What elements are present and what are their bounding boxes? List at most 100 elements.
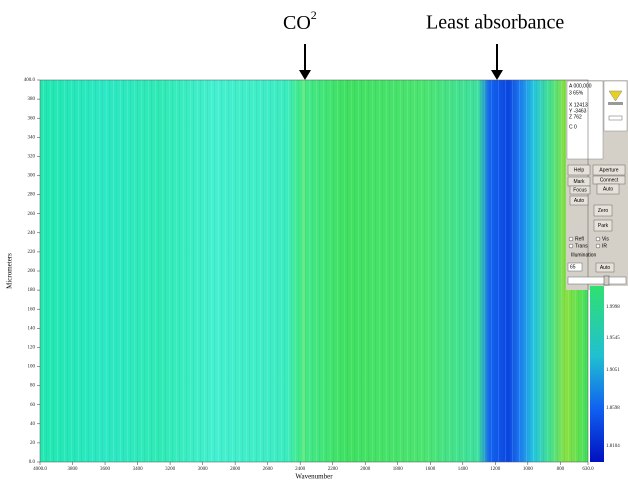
y-tick-label: 20 <box>30 441 36 446</box>
plot <box>40 80 588 462</box>
radio-label: Vis <box>602 236 609 242</box>
annotation: Least absorbance <box>426 12 564 34</box>
x-tick-label: 630.0 <box>582 467 594 472</box>
x-tick-label: 2200 <box>328 467 339 472</box>
annotation: CO2 <box>283 8 317 34</box>
y-tick-label: 0.0 <box>29 460 36 465</box>
annotation-text: CO <box>283 12 311 34</box>
slider-track[interactable] <box>567 276 627 285</box>
radio[interactable] <box>568 243 574 249</box>
x-tick-label: 1000 <box>523 467 534 472</box>
y-tick-label: 400.0 <box>24 78 36 83</box>
illumination-value: 65 <box>570 264 576 270</box>
radio-label: Refl <box>575 236 584 242</box>
button-label: Park <box>598 223 609 229</box>
button[interactable] <box>593 219 613 232</box>
radio-label: IR <box>602 243 607 249</box>
x-tick-label: 1800 <box>393 467 404 472</box>
colorbar-labels-bg <box>604 286 628 462</box>
y-tick-label: 260 <box>28 212 36 217</box>
button-label: Auto <box>574 198 585 204</box>
colorbar-tick-label: 1.9998 <box>606 305 620 310</box>
y-tick-label: 140 <box>28 326 36 331</box>
x-tick-label: 2400 <box>295 467 306 472</box>
y-tick-label: 360 <box>28 116 36 121</box>
readout-line: A 000,000 <box>569 83 592 89</box>
colorbar-tick-label: 1.8104 <box>606 444 620 449</box>
button-label: Mark <box>573 179 585 185</box>
annotations <box>299 44 503 80</box>
colorbar-tick-label: 1.8598 <box>606 406 620 411</box>
radio[interactable] <box>568 236 574 242</box>
button-label: Auto <box>603 186 614 192</box>
arrow-head <box>491 70 503 80</box>
colorbar <box>590 286 604 462</box>
button[interactable] <box>569 185 591 195</box>
x-tick-label: 4000.0 <box>33 467 47 472</box>
colorbar-tick-label: 1.9051 <box>606 368 620 373</box>
button[interactable] <box>592 164 626 176</box>
heatmap-texture <box>40 80 588 462</box>
y-tick-label: 40 <box>30 422 36 427</box>
y-tick-label: 280 <box>28 193 36 198</box>
readout-line: Y -3463 <box>569 108 587 114</box>
y-tick-label: 180 <box>28 288 36 293</box>
y-tick-label: 100 <box>28 365 36 370</box>
stage-icon <box>608 102 623 105</box>
x-axis-label: Wavenumber <box>295 473 333 481</box>
y-tick-label: 60 <box>30 403 36 408</box>
y-tick-label: 200 <box>28 269 36 274</box>
x-tick-label: 3000 <box>198 467 209 472</box>
x-tick-label: 2600 <box>263 467 274 472</box>
x-tick-label: 3800 <box>68 467 79 472</box>
y-tick-label: 220 <box>28 250 36 255</box>
x-tick-label: 1200 <box>490 467 501 472</box>
x-tick-label: 3400 <box>133 467 144 472</box>
radio-label: Trans <box>575 243 588 249</box>
button-label: Zero <box>598 208 609 214</box>
illumination-label: Illumination <box>571 252 597 258</box>
y-tick-label: 340 <box>28 135 36 140</box>
x-tick-label: 1400 <box>458 467 469 472</box>
x-tick-label: 2800 <box>230 467 241 472</box>
readout-box <box>566 80 604 160</box>
x-tick-label: 800 <box>557 467 565 472</box>
button-label: Connect <box>600 177 619 183</box>
arrow-head <box>299 70 311 80</box>
x-tick-label: 3600 <box>100 467 111 472</box>
readout-line: Z 762 <box>569 114 582 120</box>
icon-box <box>603 80 628 132</box>
y-tick-label: 160 <box>28 307 36 312</box>
y-tick-label: 320 <box>28 155 36 160</box>
sample-icon <box>608 115 623 121</box>
x-tick-label: 2000 <box>360 467 371 472</box>
button-label: Auto <box>600 265 611 271</box>
readout-line: C 0 <box>569 124 577 130</box>
y-tick-label: 80 <box>30 384 36 389</box>
y-axis-label: Micrometers <box>6 253 14 289</box>
button[interactable] <box>593 204 613 217</box>
radio[interactable] <box>595 243 601 249</box>
objective-icon <box>608 90 623 102</box>
button[interactable] <box>569 195 589 206</box>
button[interactable] <box>567 164 591 176</box>
readout-line: 3 65% <box>569 90 584 96</box>
y-tick-label: 240 <box>28 231 36 236</box>
button[interactable] <box>595 262 615 273</box>
y-tick-label: 120 <box>28 346 36 351</box>
illumination-field[interactable] <box>567 262 583 272</box>
x-tick-label: 3200 <box>165 467 176 472</box>
colorbar-tick-label: 1.9545 <box>606 336 620 341</box>
radio[interactable] <box>595 236 601 242</box>
button-label: Aperture <box>599 167 618 173</box>
y-tick-label: 380 <box>28 97 36 102</box>
button[interactable] <box>596 183 620 195</box>
x-tick-label: 1600 <box>425 467 436 472</box>
slider-thumb[interactable] <box>603 275 610 286</box>
annotation-superscript: 2 <box>311 8 317 22</box>
button-label: Help <box>574 167 585 173</box>
y-tick-label: 300 <box>28 174 36 179</box>
readout-line: X 12413 <box>569 102 588 108</box>
button-label: Focus <box>573 187 587 193</box>
